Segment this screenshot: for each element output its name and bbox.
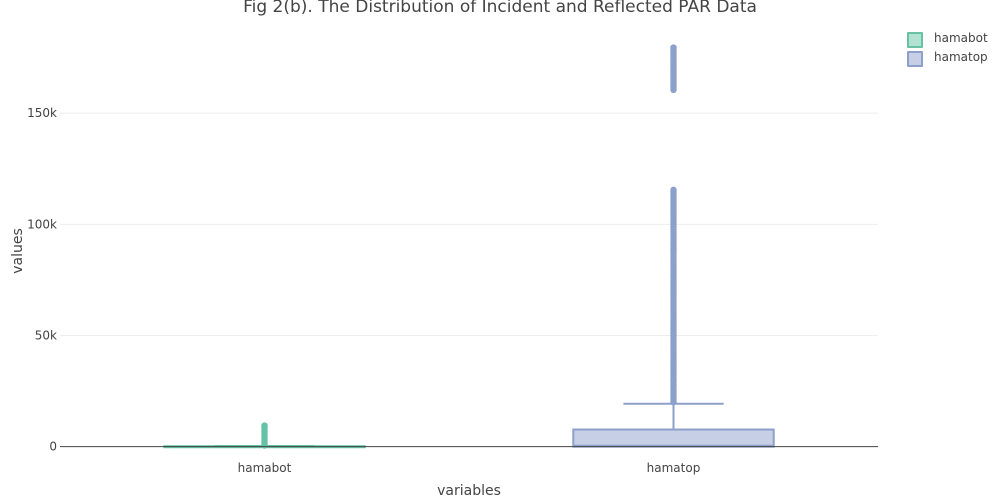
legend-swatch-hamabot xyxy=(907,32,923,48)
x-tick-label: hamabot xyxy=(238,461,292,475)
y-tick-label: 150k xyxy=(27,106,57,120)
y-tick-label: 100k xyxy=(27,217,57,231)
outlier-point-hamatop xyxy=(670,44,677,51)
x-tick-label: hamatop xyxy=(647,461,701,475)
y-tick-label: 50k xyxy=(35,328,57,342)
legend-label-hamatop: hamatop xyxy=(934,50,988,64)
y-tick-label: 0 xyxy=(49,440,57,454)
outlier-point-hamabot xyxy=(261,422,268,429)
legend-swatch-hamatop xyxy=(907,51,923,67)
y-axis-title: values xyxy=(10,228,26,274)
chart-title: Fig 2(b). The Distribution of Incident a… xyxy=(243,0,757,17)
outlier-point-hamatop xyxy=(670,186,677,194)
legend-label-hamabot: hamabot xyxy=(934,31,988,45)
box-hamatop xyxy=(572,428,775,448)
x-axis-title: variables xyxy=(437,483,501,499)
